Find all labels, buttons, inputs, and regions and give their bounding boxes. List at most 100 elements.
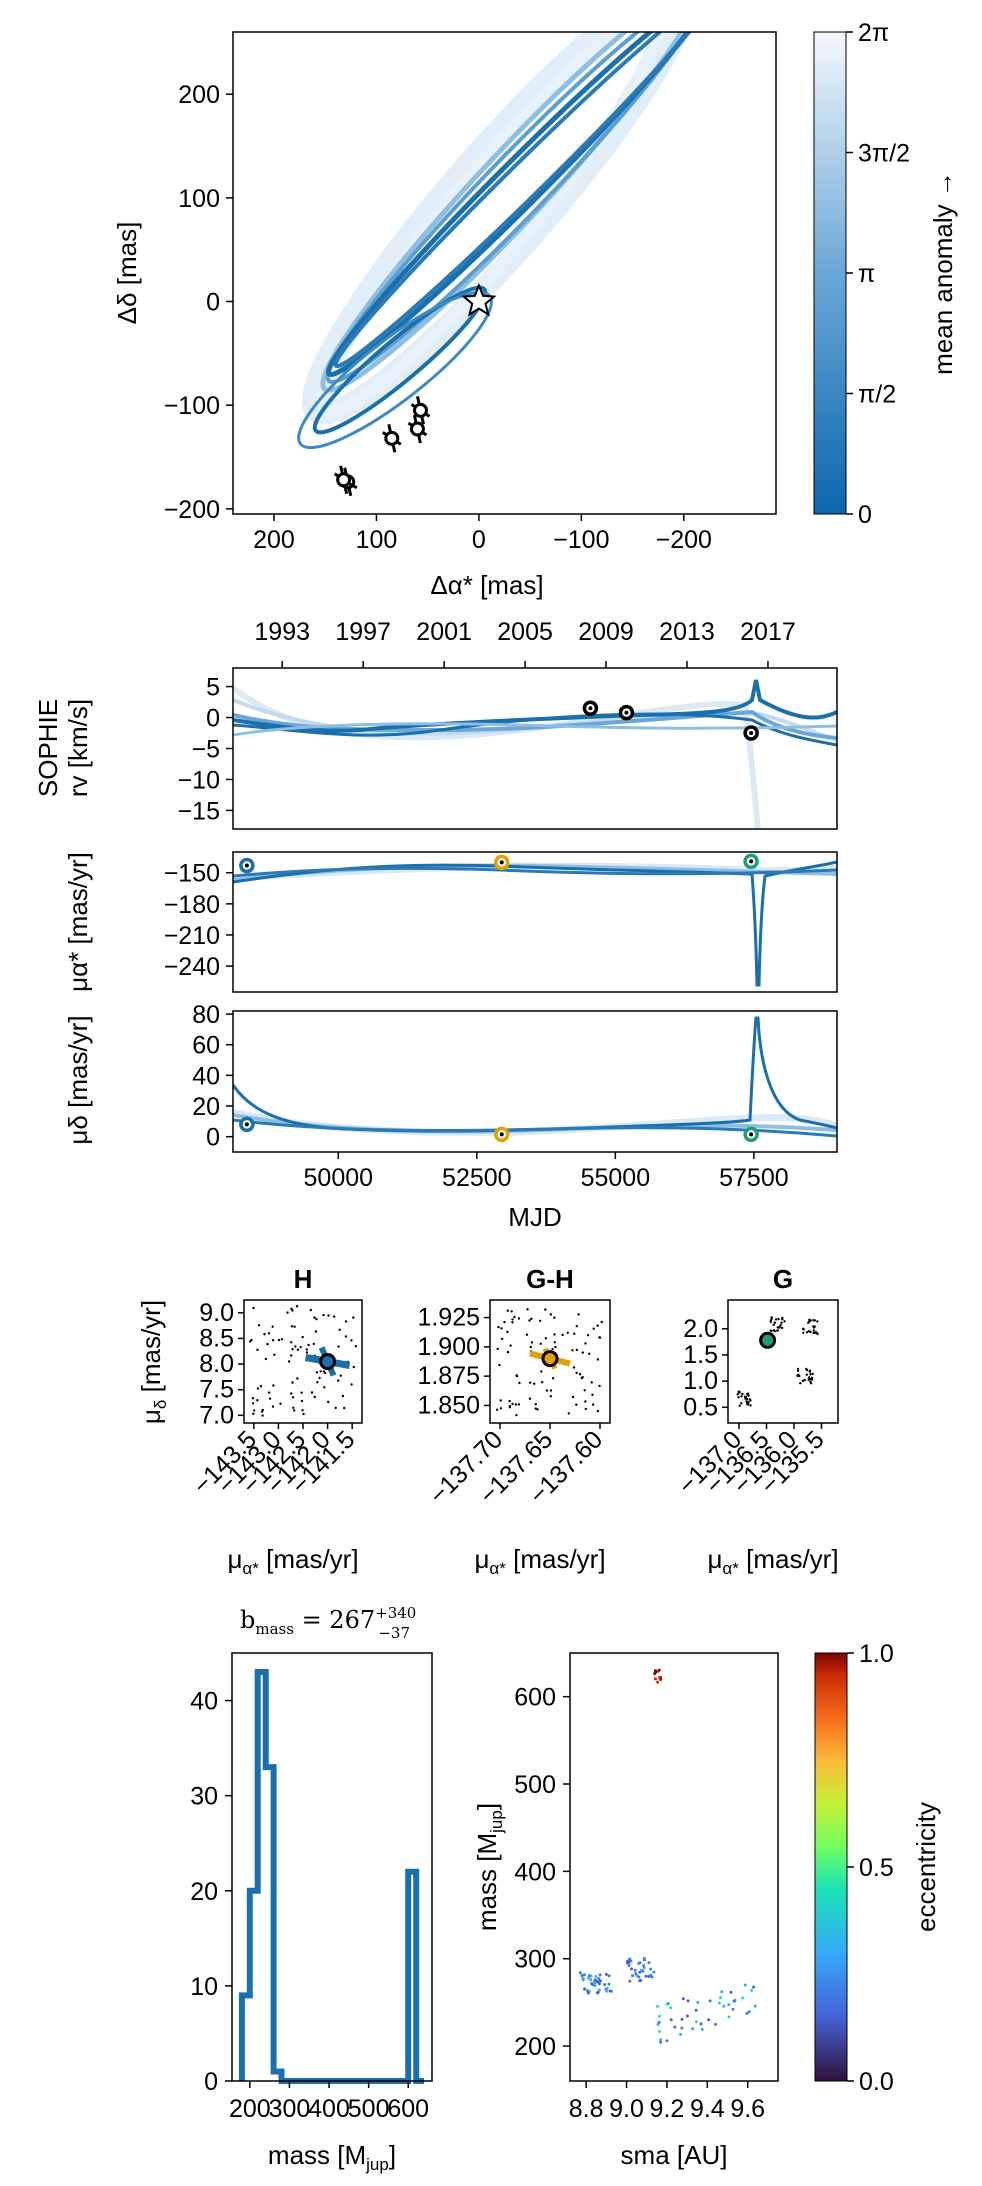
pm-sample-dot <box>290 1325 294 1328</box>
pm-sample-dot <box>816 1332 819 1336</box>
pm-ytick-label: 1.875 <box>417 1362 480 1390</box>
colorbar-tick-label: π/2 <box>858 381 896 409</box>
pm-sample-dot <box>776 1329 779 1332</box>
scatter-xtick-label: 9.2 <box>650 2095 685 2123</box>
proper-motion-subplots: H9.08.58.07.57.0−143.5−143.0−142.5−142.0… <box>136 1264 839 1578</box>
pm-sample-dot <box>515 1374 518 1377</box>
data-point-center <box>749 859 754 864</box>
pm-ytick-label: 1.925 <box>417 1304 480 1332</box>
hist-xtick-label: 300 <box>269 2095 311 2123</box>
hist-xtick-label: 500 <box>348 2095 390 2123</box>
pm-sample-dot <box>305 1351 309 1354</box>
pm-sample-dot <box>337 1379 340 1382</box>
pm-sample-dot <box>332 1315 336 1318</box>
pm-sample-dot <box>545 1389 548 1392</box>
pm-sample-dot <box>310 1391 314 1394</box>
pm-sample-dot <box>590 1381 593 1384</box>
pm-sample-dot <box>295 1305 299 1308</box>
mass-sample-dot <box>745 2011 749 2015</box>
data-point-center <box>499 860 504 865</box>
mass-sample-dot <box>633 1968 637 1972</box>
pm-sample-dot <box>809 1380 812 1384</box>
pm-sample-dot <box>581 1351 584 1354</box>
pm-sample-dot <box>528 1319 531 1322</box>
pm-sample-dot <box>772 1323 775 1326</box>
pmra-curve-dark-2 <box>233 866 837 878</box>
mass-sample-dot <box>658 1676 662 1680</box>
colorbar-tick-label: π <box>858 260 875 288</box>
mass-sample-dot <box>642 1964 646 1967</box>
mass-sample-dot <box>650 1975 654 1979</box>
sky-ytick-label: −200 <box>164 496 220 524</box>
ytick-label: −10 <box>178 766 220 794</box>
pm-subplot-h: H9.08.58.07.57.0−143.5−143.0−142.5−142.0… <box>136 1264 363 1578</box>
pm-sample-dot <box>515 1414 518 1417</box>
hist-ytick-label: 20 <box>190 1878 218 1906</box>
pm-sample-dot <box>776 1326 779 1329</box>
mass-sample-dot <box>653 1669 657 1673</box>
mass-sample-dot <box>649 1967 653 1971</box>
pm-sample-dot <box>301 1335 304 1339</box>
mass-sample-dot <box>657 2020 661 2024</box>
pm-ytick-label: 1.900 <box>417 1333 480 1361</box>
pm-sample-dot <box>300 1399 304 1403</box>
pm-sample-dot <box>497 1325 500 1329</box>
mass-sample-dot <box>605 1986 609 1990</box>
pm-xlabel-symbol: μ <box>707 1544 722 1574</box>
pm-sample-dot <box>287 1360 291 1363</box>
pm-sample-dot <box>267 1391 271 1394</box>
pm-sample-dot <box>319 1370 322 1373</box>
pm-sample-dot <box>534 1403 537 1406</box>
pm-sample-dot <box>299 1346 302 1349</box>
pm-sample-dot <box>809 1373 812 1376</box>
pm-sample-dot <box>327 1400 330 1404</box>
rv-plot: 5 0 −5−10 −15 SOPHIE rv [km/s] <box>33 667 838 830</box>
pm-xlabel-sub: α* <box>722 1559 739 1578</box>
pm-sample-dot <box>529 1345 532 1349</box>
pm-sample-dot <box>337 1345 340 1348</box>
scatter-axes-frame <box>569 1652 779 2082</box>
pm-sample-dot <box>539 1342 542 1346</box>
sky-xlabel: Δα* [mas] <box>430 570 543 600</box>
ytick-label: −180 <box>164 891 220 919</box>
mass-annotation-sub: mass <box>255 1620 294 1638</box>
colorbar-tick-label: 2π <box>858 19 889 47</box>
rv-curve-dark-2 <box>233 712 837 747</box>
pm-ylabel-sub: δ <box>151 1400 170 1409</box>
pm-sample-dot <box>551 1377 555 1380</box>
pm-sample-dot <box>286 1311 289 1314</box>
pm-sample-dot <box>263 1333 266 1336</box>
pm-sample-dot <box>779 1323 782 1327</box>
pm-sample-dot <box>506 1330 509 1334</box>
pm-sample-dot <box>530 1341 534 1344</box>
data-point-center <box>244 1122 249 1127</box>
sky-ylabel: Δδ [mas] <box>112 222 142 325</box>
pm-sample-dot <box>554 1345 557 1349</box>
pm-ytick-label: 7.0 <box>199 1401 234 1429</box>
pm-sample-dot <box>740 1402 743 1405</box>
mass-sample-dot <box>631 1974 634 1978</box>
data-point-center <box>588 706 593 711</box>
ytick-label: 80 <box>192 1001 220 1029</box>
pm-sample-dot <box>530 1317 533 1321</box>
mass-sample-dot <box>589 1974 593 1978</box>
pm-sample-dot <box>350 1339 353 1342</box>
pmdec-ylabel: μδ [mas/yr] <box>63 1015 93 1144</box>
pm-sample-dot <box>344 1320 348 1323</box>
pm-ytick-label: 2.0 <box>683 1315 718 1343</box>
pm-sample-dot <box>571 1395 575 1399</box>
mass-sample-dot <box>652 1970 656 1974</box>
ecc-colorbar-tick-label: 0.5 <box>859 1854 894 1882</box>
ytick-label: −15 <box>178 797 220 825</box>
mass-sample-dot <box>598 1973 602 1977</box>
mass-sample-dot <box>680 2026 684 2030</box>
pm-sample-dot <box>573 1332 576 1335</box>
pm-sample-dot <box>525 1333 529 1336</box>
mass-sample-dot <box>597 1988 601 1992</box>
mass-sample-dot <box>580 1974 584 1978</box>
pm-sample-dot <box>536 1408 539 1411</box>
pm-sample-dot <box>580 1376 583 1380</box>
pm-sample-dot <box>749 1404 752 1407</box>
pm-sample-dot <box>338 1328 341 1332</box>
